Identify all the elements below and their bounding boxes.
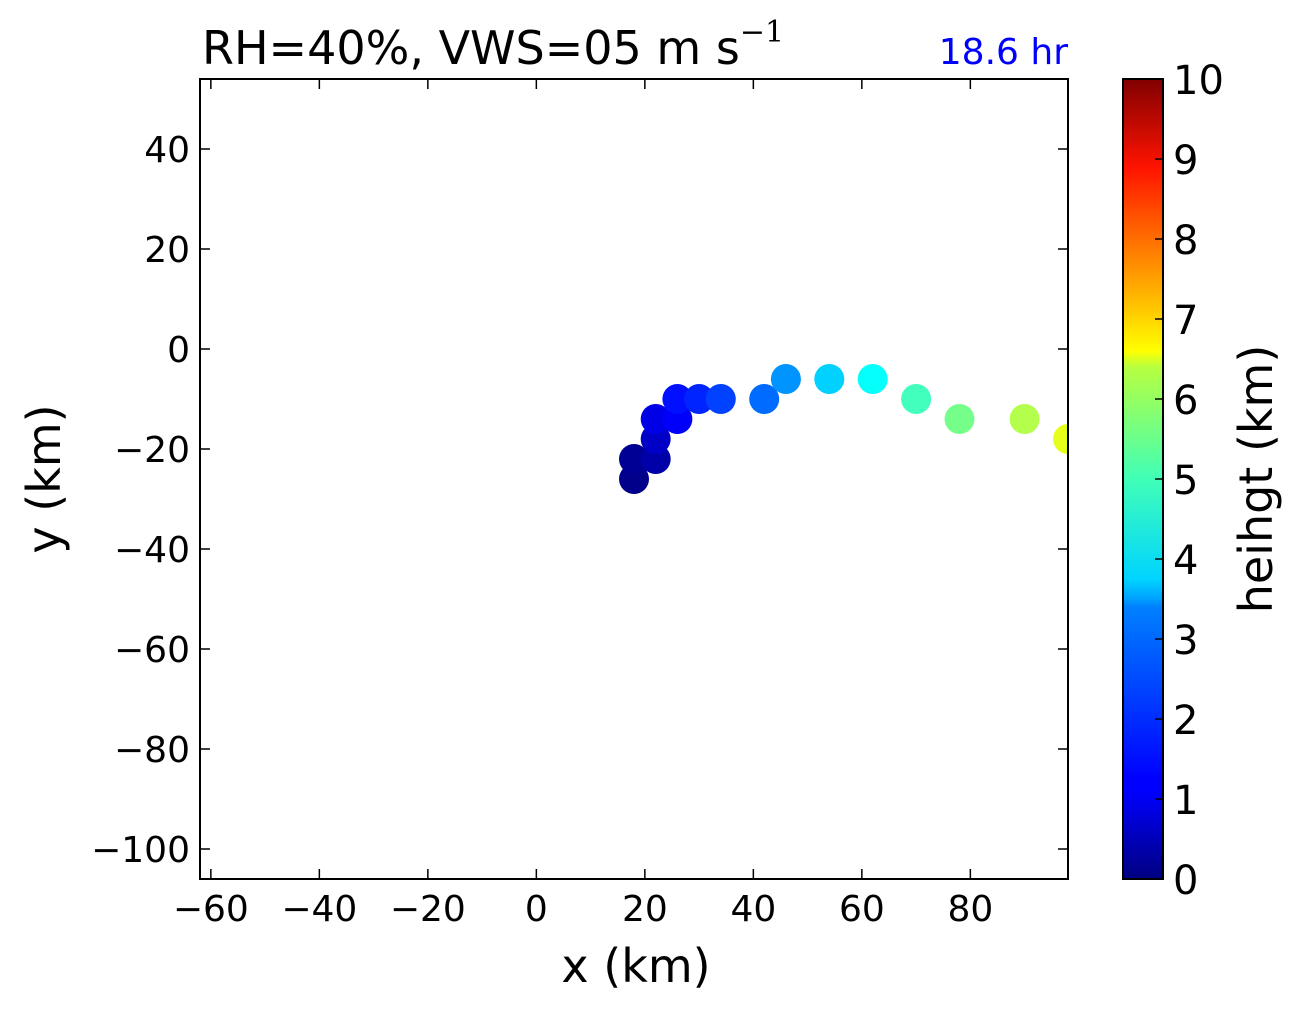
scatter-point (684, 384, 715, 414)
colorbar-tick-label: 10 (1173, 58, 1224, 104)
y-tick-label: 0 (167, 330, 190, 371)
plot-frame (199, 78, 1069, 880)
colorbar-tick-label: 8 (1173, 218, 1198, 264)
y-tick-label: 20 (144, 230, 190, 271)
x-axis-ticks: −60 −40 −20 0 20 40 60 80 (173, 79, 993, 930)
scatter-point (1053, 424, 1068, 454)
chart-title-superscript: −1 (740, 15, 784, 50)
scatter-point (640, 404, 671, 434)
scatter-point (662, 384, 693, 414)
scatter-point (814, 364, 845, 394)
y-tick-label: −20 (114, 430, 190, 471)
x-tick-label: 0 (525, 889, 548, 930)
y-tick-label: −100 (91, 830, 190, 871)
colorbar-tick-label: 7 (1173, 298, 1198, 344)
scatter-points (619, 364, 1068, 494)
scatter-point (857, 364, 888, 394)
x-tick-label: −40 (281, 889, 357, 930)
scatter-point (619, 444, 649, 474)
colorbar-tick-label: 2 (1173, 698, 1198, 744)
colorbar: 0 1 2 3 4 5 6 7 8 9 10 heihgt (km) (1122, 58, 1283, 904)
x-tick-label: 40 (730, 889, 776, 930)
colorbar-ticks: 0 1 2 3 4 5 6 7 8 9 10 (1155, 58, 1224, 904)
scatter-point (770, 364, 801, 394)
x-tick-label: −20 (390, 889, 466, 930)
y-axis-ticks: −100 −80 −60 −40 −20 0 20 40 (91, 130, 1068, 871)
scatter-point (901, 384, 932, 414)
colorbar-tick-label: 4 (1173, 538, 1198, 584)
y-tick-label: −80 (114, 730, 190, 771)
scatter-point (749, 384, 780, 414)
colorbar-tick-label: 1 (1173, 778, 1198, 824)
colorbar-label: heihgt (km) (1229, 345, 1283, 614)
chart-title: RH=40%, VWS=05 m s−1 (202, 15, 784, 75)
chart-title-main: RH=40%, VWS=05 m s (202, 21, 740, 75)
x-tick-label: −60 (173, 889, 249, 930)
colorbar-frame (1122, 78, 1164, 880)
x-tick-label: 20 (622, 889, 668, 930)
y-tick-label: −40 (114, 530, 190, 571)
y-tick-label: −60 (114, 630, 190, 671)
x-tick-label: 80 (947, 889, 993, 930)
colorbar-tick-label: 6 (1173, 378, 1198, 424)
plot-axes: −60 −40 −20 0 20 40 60 80 −100 −80 −60 −40 −20 0 20 40 (91, 78, 1069, 930)
scatter-point (944, 404, 975, 434)
y-tick-label: 40 (144, 130, 190, 171)
x-tick-label: 60 (839, 889, 885, 930)
scatter-point (1009, 404, 1040, 434)
x-axis-label: x (km) (561, 939, 710, 993)
time-label: 18.6 hr (939, 32, 1068, 73)
scatter-point (705, 384, 736, 414)
colorbar-tick-label: 3 (1173, 618, 1198, 664)
y-axis-label: y (km) (17, 404, 71, 553)
colorbar-tick-label: 0 (1173, 858, 1198, 904)
colorbar-tick-label: 9 (1173, 138, 1198, 184)
colorbar-tick-label: 5 (1173, 458, 1198, 504)
